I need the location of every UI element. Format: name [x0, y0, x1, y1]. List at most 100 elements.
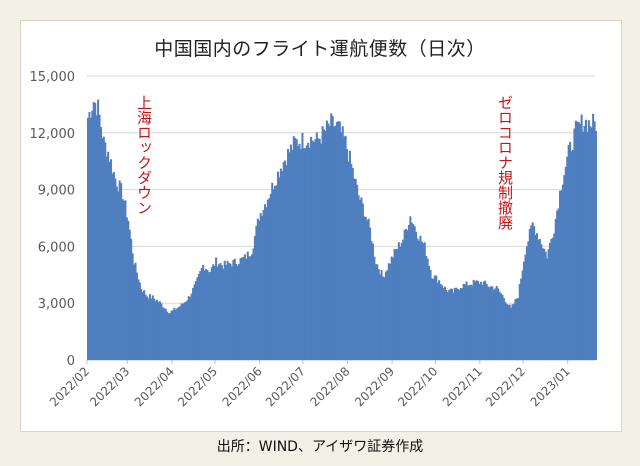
daily-bar [446, 292, 449, 360]
daily-bar [308, 147, 311, 360]
daily-bar [294, 138, 297, 360]
daily-bar [258, 220, 261, 360]
daily-bar [474, 281, 477, 360]
daily-bar [125, 217, 128, 360]
daily-bar [386, 270, 389, 360]
daily-bar [156, 299, 159, 360]
daily-bar [226, 260, 229, 360]
daily-bar [491, 286, 494, 360]
daily-bar [282, 161, 285, 360]
daily-bar [571, 149, 575, 360]
daily-bar [314, 139, 317, 360]
x-tick-label: 2022/06 [220, 364, 265, 409]
daily-bar [389, 263, 392, 360]
daily-bar [520, 278, 523, 360]
daily-bar [476, 280, 480, 360]
daily-bar [301, 132, 304, 360]
daily-bar [360, 197, 363, 360]
daily-bar [559, 190, 562, 360]
daily-bar [235, 264, 238, 360]
daily-bar [269, 193, 272, 360]
daily-bar [174, 309, 177, 360]
daily-bar [340, 132, 343, 360]
daily-bar [238, 263, 241, 360]
daily-bar [230, 266, 233, 360]
daily-bar [420, 241, 423, 360]
daily-bar [538, 239, 541, 360]
daily-bar [128, 229, 131, 360]
daily-bar [540, 244, 543, 360]
daily-bar [138, 282, 141, 360]
daily-bar [452, 292, 455, 360]
daily-bar [374, 264, 377, 360]
daily-bar [429, 270, 432, 360]
daily-bar [169, 313, 172, 360]
daily-bar [370, 241, 373, 360]
daily-bar [110, 159, 113, 360]
daily-bar [118, 180, 121, 360]
daily-bar [210, 267, 213, 360]
daily-bar [475, 280, 478, 360]
daily-bar [312, 142, 315, 360]
daily-bar [343, 136, 346, 360]
daily-bar [271, 182, 274, 360]
daily-bar [112, 171, 115, 360]
daily-bar [534, 234, 537, 360]
daily-bar [574, 120, 577, 360]
daily-bar [350, 164, 353, 360]
daily-bar [173, 307, 176, 360]
daily-bar [531, 222, 534, 360]
daily-bar [560, 190, 563, 360]
daily-bar [482, 281, 485, 360]
daily-bar [99, 127, 102, 360]
daily-bar [143, 290, 146, 360]
daily-bar [376, 264, 379, 360]
x-tick-label: 2022/08 [307, 364, 352, 409]
daily-bar [307, 142, 310, 360]
daily-bar [393, 249, 396, 360]
daily-bar [576, 121, 579, 360]
x-tick-label: 2022/11 [440, 364, 485, 409]
daily-bar [409, 216, 412, 360]
daily-bar [219, 263, 222, 360]
daily-bar [478, 283, 481, 360]
daily-bar [382, 276, 385, 360]
x-tick-label: 2022/02 [47, 364, 92, 409]
daily-bar [436, 282, 439, 360]
daily-bar [373, 256, 376, 360]
daily-bar [527, 241, 530, 360]
daily-bar [353, 178, 356, 360]
daily-bar [193, 284, 196, 360]
daily-bar [239, 258, 242, 360]
daily-bar [419, 235, 422, 360]
daily-bar [504, 302, 507, 360]
daily-bar [187, 296, 190, 360]
daily-bar [279, 168, 282, 360]
daily-bar [547, 249, 550, 360]
daily-bar [166, 311, 169, 360]
daily-bar [120, 183, 123, 360]
daily-bar [170, 310, 173, 360]
daily-bar [394, 249, 398, 360]
daily-bar [361, 203, 364, 360]
daily-bar [207, 272, 210, 360]
daily-bar [311, 140, 314, 360]
daily-bar [543, 248, 546, 360]
daily-bar [469, 284, 472, 360]
daily-bar [471, 285, 474, 360]
daily-bar [259, 213, 262, 360]
daily-bar [334, 125, 337, 361]
daily-bar [305, 145, 308, 360]
daily-bar [439, 283, 442, 360]
daily-bar [550, 238, 553, 360]
y-tick-label: 0 [67, 354, 75, 369]
daily-bar [315, 132, 318, 360]
daily-bar [203, 270, 206, 360]
daily-bar [377, 269, 380, 360]
daily-bar [137, 279, 140, 360]
daily-bar [331, 115, 334, 361]
daily-bar [297, 146, 300, 360]
daily-bar [586, 131, 589, 360]
daily-bar [551, 237, 554, 360]
daily-bar [330, 113, 333, 360]
